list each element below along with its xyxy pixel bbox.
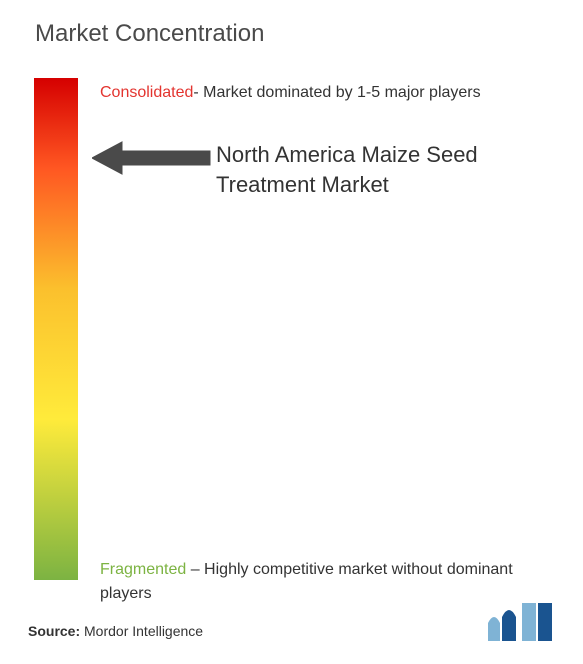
source-label: Source: (28, 623, 80, 639)
concentration-gradient-bar (34, 78, 78, 580)
consolidated-description: - Market dominated by 1-5 major players (193, 84, 480, 101)
mordor-logo (488, 603, 558, 646)
market-position-arrow (92, 138, 212, 183)
source-row: Source: Mordor Intelligence (28, 623, 203, 639)
source-value: Mordor Intelligence (84, 623, 203, 639)
consolidated-label: Consolidated (100, 84, 193, 101)
market-name: North America Maize Seed Treatment Marke… (216, 140, 536, 199)
fragmented-label-row: Fragmented – Highly competitive market w… (100, 558, 563, 606)
logo-bar-1 (488, 617, 500, 641)
logo-bar-3 (522, 603, 536, 641)
logo-bar-4 (538, 603, 552, 641)
fragmented-label: Fragmented (100, 561, 186, 578)
consolidated-label-row: Consolidated- Market dominated by 1-5 ma… (100, 82, 563, 104)
page-title: Market Concentration (35, 20, 264, 48)
logo-bar-2 (502, 610, 516, 641)
